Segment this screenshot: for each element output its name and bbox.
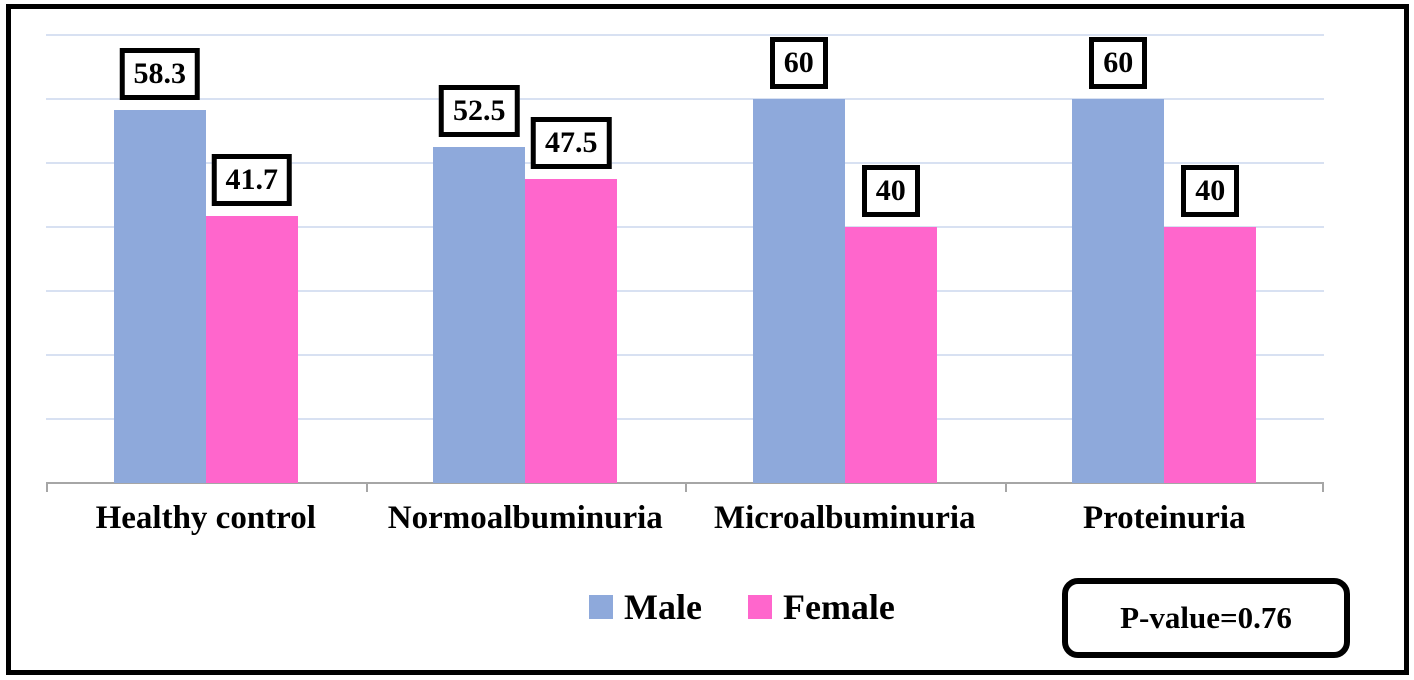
value-label-male-proteinuria: 60 xyxy=(1089,37,1148,89)
gridline-10 xyxy=(46,418,1324,420)
value-label-male-healthy-control: 58.3 xyxy=(119,47,200,100)
legend-swatch-female xyxy=(747,595,772,619)
bar-female-microalbuminuria xyxy=(844,227,937,483)
legend-item-male: Male xyxy=(589,589,702,625)
gridline-20 xyxy=(46,354,1324,356)
p-value-annotation: P-value=0.76 xyxy=(1062,578,1350,658)
gridline-30 xyxy=(46,290,1324,292)
value-label-female-proteinuria: 40 xyxy=(1181,165,1240,217)
legend-item-female: Female xyxy=(747,587,895,627)
value-label-female-healthy-control: 41.7 xyxy=(211,154,292,207)
value-label-female-microalbuminuria: 40 xyxy=(861,165,920,217)
gridline-40 xyxy=(46,226,1324,228)
x-axis-tick xyxy=(1322,483,1324,492)
x-axis-tick xyxy=(1004,483,1007,492)
bar-female-proteinuria xyxy=(1164,227,1257,483)
bar-male-microalbuminuria xyxy=(752,99,845,483)
value-label-female-normoalbuminuria: 47.5 xyxy=(531,117,612,169)
bar-male-normoalbuminuria xyxy=(433,147,526,483)
bar-male-healthy-control xyxy=(113,109,206,483)
legend-swatch-male xyxy=(589,595,613,619)
legend: Male Female xyxy=(589,589,895,625)
legend-label-female: Female xyxy=(782,587,895,627)
x-axis-tick xyxy=(46,483,48,492)
value-label-male-microalbuminuria: 60 xyxy=(769,37,828,89)
bar-female-healthy-control xyxy=(205,216,298,483)
x-axis-label-proteinuria: Proteinuria xyxy=(1082,500,1246,536)
p-value-text: P-value=0.76 xyxy=(1120,600,1292,635)
bar-female-normoalbuminuria xyxy=(525,179,618,483)
gridline-70 xyxy=(46,34,1324,36)
x-axis-label-normoalbuminuria: Normoalbuminuria xyxy=(387,500,663,536)
gridline-50 xyxy=(46,162,1324,164)
bar-male-proteinuria xyxy=(1072,99,1165,483)
legend-label-male: Male xyxy=(624,587,702,627)
value-label-male-normoalbuminuria: 52.5 xyxy=(439,85,520,137)
gridline-60 xyxy=(46,98,1324,100)
x-axis-label-healthy-control: Healthy control xyxy=(95,500,316,536)
x-axis-label-microalbuminuria: Microalbuminuria xyxy=(713,500,976,536)
x-axis-tick xyxy=(685,483,687,492)
x-axis-tick xyxy=(365,483,368,492)
